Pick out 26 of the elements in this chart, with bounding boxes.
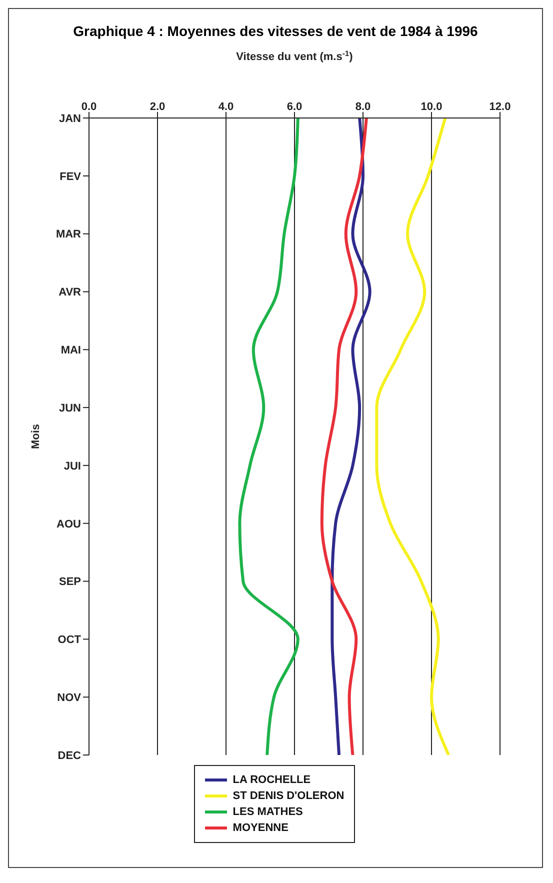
- legend-label: LES MATHES: [232, 805, 303, 820]
- y-tick-label: AOU: [56, 518, 82, 530]
- legend-label: ST DENIS D'OLERON: [232, 789, 344, 804]
- y-tick-label: DEC: [58, 750, 82, 762]
- x-tick-label: 8.0: [355, 101, 371, 113]
- x-tick-label: 4.0: [218, 101, 234, 113]
- chart-title: Graphique 4 : Moyennes des vitesses de vent de 1984 à 1996: [72, 22, 479, 41]
- y-tick-label: MAR: [56, 228, 82, 241]
- x-tick-label: 12.0: [489, 101, 511, 113]
- x-tick-label: 10.0: [420, 101, 442, 113]
- y-tick-label: AVR: [58, 286, 82, 299]
- x-tick-label: 6.0: [286, 101, 302, 113]
- y-axis-title: Mois: [30, 424, 42, 450]
- legend-label: LA ROCHELLE: [232, 773, 311, 788]
- x-tick-label: 0.0: [81, 101, 97, 113]
- legend-label: MOYENNE: [232, 821, 288, 836]
- y-tick-label: JUI: [64, 460, 81, 472]
- y-tick-label: OCT: [58, 634, 82, 646]
- y-tick-label: FEV: [60, 170, 82, 183]
- y-tick-label: NOV: [57, 692, 82, 704]
- y-tick-label: MAI: [60, 344, 81, 357]
- x-axis-title: Vitesse du vent (m.s$^{-1}$): [236, 48, 354, 63]
- y-tick-label: JUN: [58, 402, 82, 414]
- x-tick-label: 2.0: [150, 101, 166, 113]
- y-tick-label: JAN: [58, 112, 82, 125]
- y-tick-label: SEP: [58, 576, 81, 588]
